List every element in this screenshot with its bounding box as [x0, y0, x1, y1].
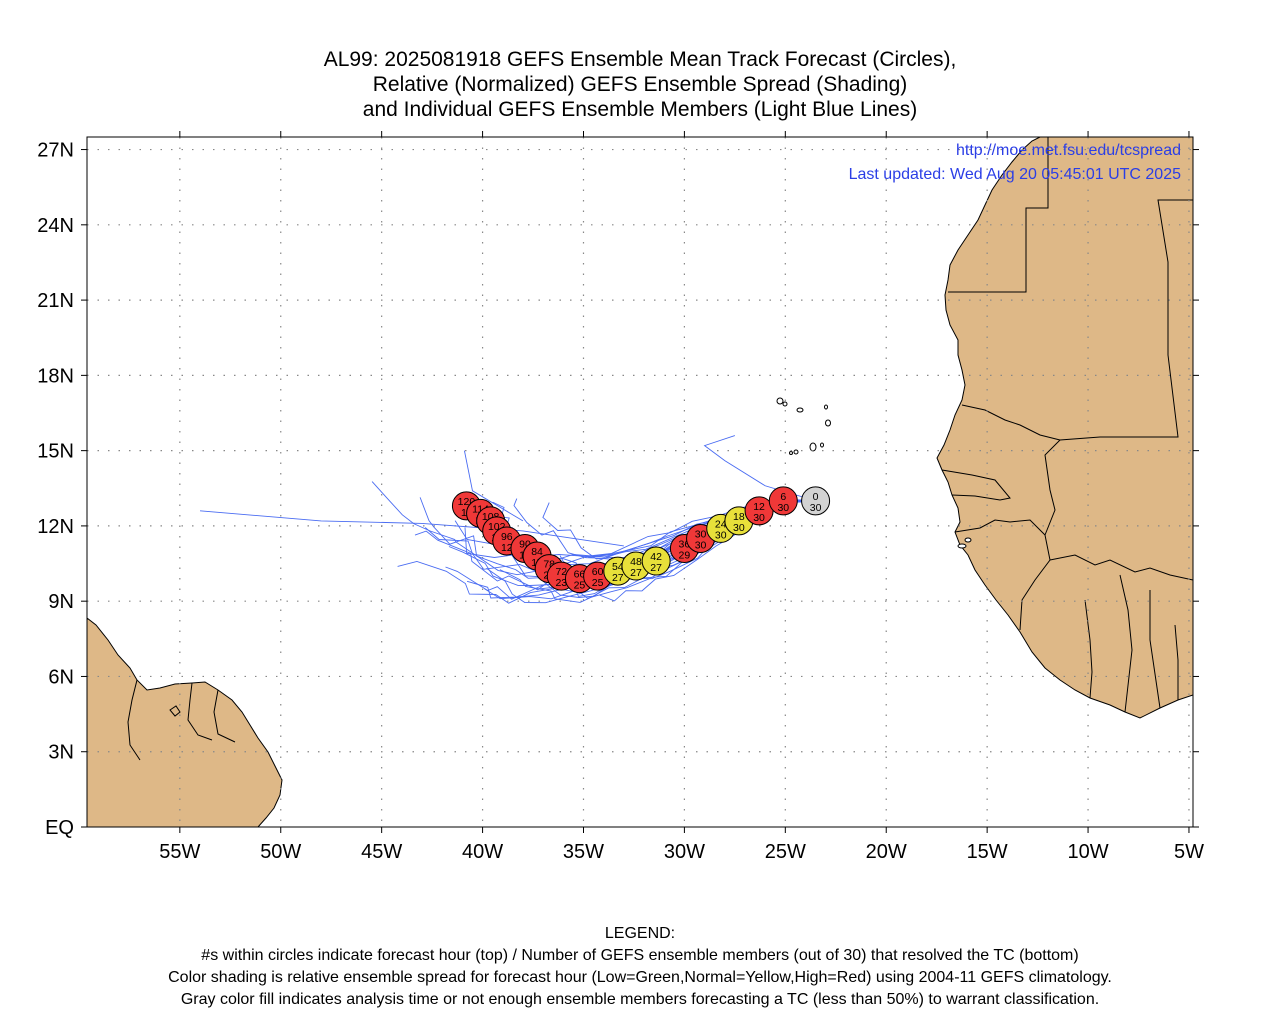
lon-label: 50W [260, 841, 301, 863]
member-count-label: 30 [753, 512, 765, 524]
last-updated-text: Last updated: Wed Aug 20 05:45:01 UTC 20… [849, 166, 1181, 183]
track-point-circle [641, 546, 671, 576]
legend: LEGEND: #s within circles indicate forec… [0, 923, 1280, 1011]
forecast-hour-label: 90 [519, 538, 531, 550]
forecast-hour-label: 0 [813, 491, 819, 503]
member-count-label: 30 [777, 502, 789, 514]
member-count-label: 25 [592, 577, 604, 589]
forecast-hour-label: 6 [780, 491, 786, 503]
cape-verde-islands [776, 397, 831, 455]
lat-label: 15N [37, 441, 74, 463]
mean-track-circles: 1201111411108111021196129016841778207223… [451, 486, 831, 594]
member-count-label: 27 [650, 562, 662, 574]
forecast-hour-label: 60 [592, 566, 604, 578]
lon-label: 5W [1174, 841, 1204, 863]
africa-landmass [936, 137, 1193, 719]
forecast-hour-label: 54 [612, 561, 624, 573]
forecast-hour-label: 84 [531, 546, 543, 558]
lon-label: 10W [1067, 841, 1108, 863]
lat-label: EQ [45, 817, 74, 839]
bissagos-islands [957, 537, 972, 549]
track-point: 030 [801, 486, 831, 516]
forecast-hour-label: 66 [574, 569, 586, 581]
lat-label: 6N [48, 666, 74, 688]
forecast-hour-label: 24 [715, 518, 727, 530]
member-count-label: 23 [555, 577, 567, 589]
track-point-circle [768, 486, 798, 516]
lat-label: 3N [48, 742, 74, 764]
member-count-label: 27 [612, 572, 624, 584]
lon-label: 15W [967, 841, 1008, 863]
member-count-label: 30 [810, 502, 822, 514]
lon-label: 20W [866, 841, 907, 863]
lat-label: 24N [37, 215, 74, 237]
south-america-landmass [87, 617, 283, 827]
member-count-label: 30 [733, 522, 745, 534]
forecast-hour-label: 48 [630, 556, 642, 568]
forecast-hour-label: 36 [679, 538, 691, 550]
chart-title: AL99: 2025081918 GEFS Ensemble Mean Trac… [0, 47, 1280, 122]
member-count-label: 27 [630, 567, 642, 579]
forecast-hour-label: 78 [543, 559, 555, 571]
forecast-hour-label: 72 [555, 566, 567, 578]
member-count-label: 30 [715, 529, 727, 541]
legend-line-3: Gray color fill indicates analysis time … [180, 991, 1100, 1008]
forecast-hour-label: 12 [753, 501, 765, 513]
title-line-2: Relative (Normalized) GEFS Ensemble Spre… [372, 73, 908, 96]
forecast-hour-label: 42 [650, 551, 662, 563]
member-count-label: 25 [574, 580, 586, 592]
forecast-hour-label: 96 [501, 531, 513, 543]
land-layer [87, 137, 1193, 827]
lon-label: 40W [462, 841, 503, 863]
latitude-labels: EQ 3N 6N 9N 12N 15N 18N 21N 24N 27N [37, 140, 74, 839]
title-line-1: AL99: 2025081918 GEFS Ensemble Mean Trac… [323, 48, 957, 71]
lat-label: 21N [37, 290, 74, 312]
lat-label: 18N [37, 365, 74, 387]
forecast-hour-label: 18 [733, 511, 745, 523]
lat-label: 9N [48, 591, 74, 613]
axis-ticks [81, 131, 1199, 833]
title-line-3: and Individual GEFS Ensemble Members (Li… [362, 98, 918, 121]
member-track [199, 510, 624, 547]
legend-line-2: Color shading is relative ensemble sprea… [168, 969, 1112, 986]
lat-label: 27N [37, 140, 74, 162]
africa-borders [941, 137, 1193, 713]
lon-label: 30W [664, 841, 705, 863]
plot-frame [86, 136, 1194, 828]
lon-label: 45W [361, 841, 402, 863]
lat-label: 12N [37, 516, 74, 538]
track-point-circle [801, 486, 831, 516]
lon-label: 35W [563, 841, 604, 863]
forecast-hour-label: 30 [695, 528, 707, 540]
member-count-label: 30 [695, 539, 707, 551]
guiana-borders [127, 679, 236, 761]
member-count-label: 12 [501, 542, 513, 554]
longitude-labels: 55W 50W 45W 40W 35W 30W 25W 20W 15W 10W 5W [159, 841, 1204, 863]
lon-label: 25W [765, 841, 806, 863]
lon-label: 55W [159, 841, 200, 863]
member-count-label: 29 [679, 549, 691, 561]
member-track [463, 450, 524, 522]
track-point: 630 [768, 486, 798, 516]
legend-line-1: #s within circles indicate forecast hour… [201, 947, 1079, 964]
source-link[interactable]: http://moe.met.fsu.edu/tcspread [956, 142, 1181, 159]
legend-heading: LEGEND: [604, 925, 676, 942]
track-map: 1201111411108111021196129016841778207223… [37, 131, 1204, 863]
